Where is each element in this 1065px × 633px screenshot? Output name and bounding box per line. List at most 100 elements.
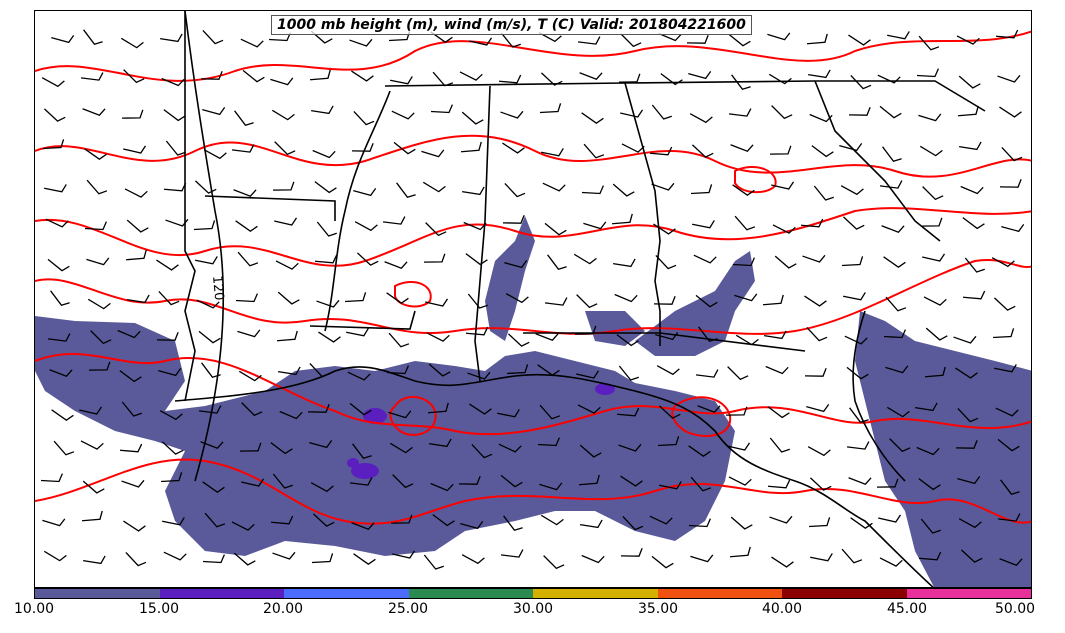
wind-barb bbox=[846, 366, 869, 380]
wind-barb bbox=[123, 145, 147, 154]
wind-barb bbox=[80, 72, 104, 81]
wind-barb bbox=[653, 295, 676, 305]
wind-barb bbox=[234, 110, 254, 126]
wind-barb bbox=[391, 110, 415, 120]
wind-barb bbox=[916, 68, 939, 78]
wind-barb bbox=[762, 294, 784, 306]
wind-barb bbox=[432, 71, 454, 87]
wind-barb bbox=[309, 69, 331, 81]
wind-barb bbox=[271, 109, 295, 121]
wind-barb bbox=[583, 143, 605, 159]
wind-barb bbox=[697, 405, 721, 413]
wind-barb bbox=[767, 32, 791, 41]
wind-speed-shading bbox=[35, 216, 1031, 587]
wind-barb bbox=[997, 74, 1021, 83]
wind-barb bbox=[843, 292, 866, 301]
wind-barb bbox=[195, 256, 218, 265]
wind-barb bbox=[460, 141, 482, 153]
wind-barb bbox=[120, 37, 144, 49]
wind-barb bbox=[576, 294, 598, 309]
wind-barb bbox=[502, 142, 525, 154]
wind-barb bbox=[90, 330, 112, 345]
wind-barb bbox=[156, 259, 179, 271]
wind-barb bbox=[344, 292, 367, 303]
wind-barb bbox=[922, 186, 944, 201]
wind-barb bbox=[732, 184, 755, 196]
wind-barb bbox=[51, 409, 74, 421]
temperature-contour bbox=[389, 396, 437, 436]
wind-barb bbox=[121, 109, 144, 119]
map-title: 1000 mb height (m), wind (m/s), T (C) Va… bbox=[271, 15, 752, 35]
wind-barb bbox=[426, 332, 450, 342]
wind-barb bbox=[547, 254, 567, 270]
wind-barb bbox=[730, 516, 753, 530]
wind-barb bbox=[390, 76, 413, 85]
wind-barb bbox=[310, 30, 333, 44]
wind-barb bbox=[156, 331, 179, 341]
wind-barb bbox=[804, 295, 827, 307]
wind-barb bbox=[349, 402, 372, 416]
wind-barb bbox=[506, 364, 529, 375]
wind-barb bbox=[278, 366, 301, 376]
wind-barb bbox=[734, 293, 758, 302]
wind-barb bbox=[202, 554, 225, 564]
wind-barb bbox=[422, 181, 446, 193]
wind-barb bbox=[999, 106, 1022, 118]
wind-barb bbox=[160, 33, 183, 43]
wind-barb bbox=[577, 404, 601, 414]
wind-barb bbox=[82, 108, 106, 116]
wind-barb bbox=[382, 216, 406, 225]
wind-barb bbox=[806, 33, 828, 45]
wind-barb bbox=[347, 371, 371, 381]
wind-barb bbox=[84, 221, 107, 231]
wind-barb bbox=[44, 184, 67, 193]
wind-barb bbox=[616, 334, 639, 347]
wind-barb bbox=[651, 104, 672, 120]
wind-barb bbox=[467, 371, 491, 380]
wind-barb bbox=[802, 254, 826, 263]
wind-barb bbox=[235, 293, 258, 303]
state-boundary bbox=[384, 80, 986, 112]
wind-barb bbox=[163, 182, 187, 192]
wind-barb bbox=[121, 401, 142, 417]
wind-barb bbox=[123, 520, 146, 532]
wind-barb bbox=[233, 552, 256, 566]
wind-barb bbox=[692, 220, 715, 229]
wind-barb bbox=[771, 181, 795, 190]
map-canvas: 120 bbox=[35, 11, 1031, 587]
wind-barb bbox=[349, 38, 373, 47]
wind-barb bbox=[537, 364, 560, 376]
wind-barb bbox=[123, 69, 145, 84]
wind-barb bbox=[497, 409, 520, 418]
wind-barb bbox=[312, 513, 335, 527]
wind-barb bbox=[540, 72, 563, 86]
wind-barb bbox=[620, 33, 642, 48]
temperature-contour bbox=[35, 134, 1031, 178]
wind-barb bbox=[574, 325, 597, 335]
wind-barb bbox=[885, 365, 909, 374]
wind-barb bbox=[727, 442, 751, 451]
wind-barb bbox=[428, 363, 451, 377]
wind-barb bbox=[45, 218, 69, 228]
wind-barb bbox=[962, 290, 986, 300]
wind-barb bbox=[956, 35, 980, 45]
wind-barb bbox=[41, 77, 65, 88]
wind-barb bbox=[274, 141, 296, 156]
height-contour-label: 120 bbox=[209, 275, 226, 301]
wind-barb bbox=[618, 73, 641, 83]
wind-barb bbox=[581, 185, 604, 195]
wind-barb bbox=[850, 74, 872, 90]
wind-barb bbox=[1000, 479, 1020, 495]
wind-barb bbox=[957, 476, 981, 485]
wind-barb bbox=[204, 512, 226, 528]
wind-barb bbox=[276, 330, 298, 342]
wind-barb bbox=[955, 367, 978, 379]
wind-barb bbox=[459, 71, 483, 81]
wind-barb bbox=[649, 146, 673, 156]
wind-barb bbox=[848, 477, 872, 485]
shading-region-gulf-west bbox=[35, 316, 735, 556]
wind-barb bbox=[727, 366, 749, 381]
wind-barb bbox=[840, 185, 864, 196]
wind-barb bbox=[877, 74, 901, 84]
shading-patch bbox=[347, 458, 359, 468]
